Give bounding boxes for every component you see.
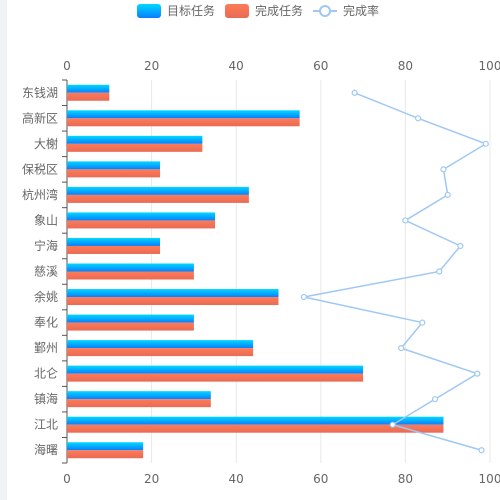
- bottom-x-tick-label: 0: [63, 472, 71, 486]
- completion-rate-point[interactable]: [478, 447, 485, 454]
- completion-rate-point[interactable]: [474, 370, 481, 377]
- completion-rate-point[interactable]: [414, 115, 422, 122]
- top-x-tick-label: 60: [313, 59, 328, 73]
- completed-task-bar[interactable]: [67, 194, 249, 203]
- completion-rate-point[interactable]: [351, 89, 358, 96]
- legend: 目标任务 完成任务 完成率: [137, 3, 379, 18]
- completion-rate-point[interactable]: [300, 293, 307, 301]
- completed-task-bar[interactable]: [67, 169, 161, 178]
- bottom-x-tick-label: 20: [144, 472, 159, 486]
- category-label: 江北: [34, 418, 58, 432]
- completed-task-bar[interactable]: [67, 373, 364, 382]
- category-label: 鄞州: [34, 341, 58, 355]
- completed-task-bar[interactable]: [67, 245, 161, 254]
- completion-rate-point[interactable]: [419, 319, 426, 326]
- category-label: 奉化: [34, 316, 58, 330]
- category-label: 东钱湖: [22, 85, 58, 100]
- completion-rate-point[interactable]: [482, 140, 489, 147]
- target-task-bar[interactable]: [67, 416, 444, 425]
- legend-target-label: 目标任务: [167, 3, 215, 18]
- completed-task-bar[interactable]: [67, 92, 110, 101]
- bottom-x-tick-label: 60: [313, 472, 328, 486]
- completed-task-bar[interactable]: [67, 424, 444, 433]
- target-task-bar[interactable]: [67, 442, 144, 451]
- target-task-bar[interactable]: [67, 340, 254, 349]
- category-label: 海曙: [34, 442, 58, 457]
- category-label: 高新区: [22, 110, 58, 125]
- category-label: 镇海: [34, 391, 58, 406]
- category-label: 象山: [34, 213, 58, 227]
- legend-complete-swatch: [225, 4, 249, 18]
- rate-line-series: [300, 89, 489, 454]
- legend-target-swatch: [137, 4, 161, 18]
- completion-rate-point[interactable]: [402, 217, 409, 224]
- category-label: 宁海: [34, 238, 58, 253]
- category-label: 北仑: [34, 367, 58, 381]
- category-label: 保税区: [22, 162, 58, 176]
- target-task-bar[interactable]: [67, 289, 279, 298]
- category-label: 大榭: [34, 136, 58, 151]
- target-task-bar[interactable]: [67, 263, 194, 272]
- completed-task-bar[interactable]: [67, 118, 300, 127]
- completed-task-bar[interactable]: [67, 220, 216, 229]
- legend-rate-marker: [319, 5, 331, 17]
- legend-target[interactable]: 目标任务: [137, 3, 215, 18]
- category-label: 慈溪: [34, 264, 58, 279]
- legend-complete-label: 完成任务: [255, 3, 303, 18]
- left-panel-strip: [0, 0, 7, 500]
- target-task-bar[interactable]: [67, 186, 249, 195]
- legend-rate-label: 完成率: [343, 3, 379, 18]
- bottom-x-tick-label: 40: [229, 472, 244, 486]
- top-x-tick-label: 20: [144, 59, 159, 73]
- completion-rate-point[interactable]: [444, 191, 451, 198]
- completed-task-bar[interactable]: [67, 450, 144, 459]
- legend-rate[interactable]: 完成率: [313, 3, 379, 18]
- top-x-tick-label: 0: [63, 59, 71, 73]
- bottom-x-tick-label: 100: [479, 472, 500, 486]
- target-task-bar[interactable]: [67, 135, 203, 144]
- completed-task-bar[interactable]: [67, 297, 279, 306]
- target-task-bar[interactable]: [67, 212, 216, 221]
- completed-task-bar[interactable]: [67, 143, 203, 152]
- target-task-bar[interactable]: [67, 110, 300, 119]
- completion-rate-point[interactable]: [431, 396, 439, 403]
- category-label: 杭州湾: [22, 187, 58, 202]
- completed-task-bar[interactable]: [67, 399, 211, 408]
- completed-task-bar[interactable]: [67, 348, 254, 357]
- target-task-bar[interactable]: [67, 365, 364, 374]
- completed-task-bar[interactable]: [67, 322, 194, 331]
- bar-series: [67, 84, 444, 459]
- target-task-bar[interactable]: [67, 161, 161, 170]
- target-task-bar[interactable]: [67, 84, 110, 93]
- top-x-tick-label: 100: [479, 59, 500, 73]
- target-task-bar[interactable]: [67, 237, 161, 246]
- completion-rate-point[interactable]: [389, 421, 396, 428]
- category-label: 余姚: [34, 289, 58, 304]
- completion-rate-point[interactable]: [436, 268, 443, 275]
- top-x-tick-label: 80: [398, 59, 413, 73]
- target-task-bar[interactable]: [67, 314, 194, 323]
- completion-rate-point[interactable]: [398, 345, 405, 352]
- completion-rate-line: [303, 92, 488, 451]
- completion-rate-point[interactable]: [440, 166, 447, 173]
- legend-complete[interactable]: 完成任务: [225, 3, 303, 18]
- completion-rate-point[interactable]: [457, 242, 464, 250]
- bottom-x-tick-label: 80: [398, 472, 413, 486]
- completed-task-bar[interactable]: [67, 271, 194, 280]
- top-x-tick-label: 40: [229, 59, 244, 73]
- target-task-bar[interactable]: [67, 391, 211, 400]
